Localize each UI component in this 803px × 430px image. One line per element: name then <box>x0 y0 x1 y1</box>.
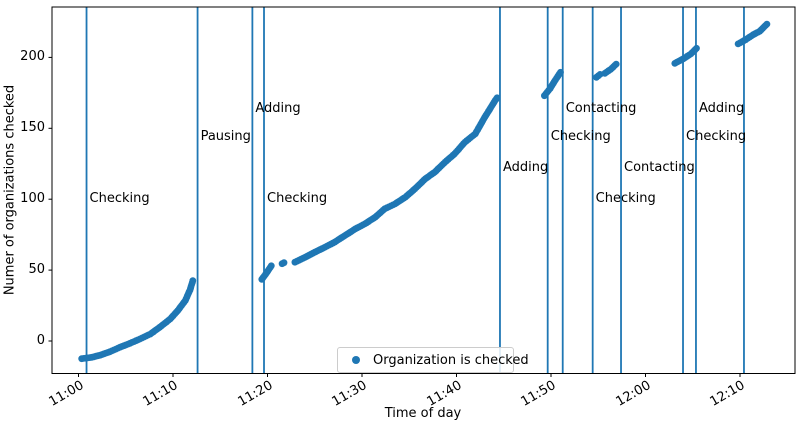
y-tick-label: 100 <box>20 191 45 207</box>
event-label: Contacting <box>565 101 637 117</box>
y-tick-label: 50 <box>28 262 45 278</box>
scatter-point <box>693 44 700 52</box>
legend-label: Organization is checked <box>373 352 529 368</box>
event-label: Checking <box>89 191 150 207</box>
scatter-point <box>763 20 771 28</box>
event-label: Checking <box>595 191 656 207</box>
event-label: Contacting <box>624 160 695 175</box>
event-label: Adding <box>255 101 301 117</box>
legend-marker-icon <box>352 356 360 364</box>
scatter-point <box>612 60 620 68</box>
scatter-point <box>557 68 564 76</box>
scatter-point <box>493 94 501 102</box>
axes-frame <box>51 6 796 374</box>
event-label: Checking <box>550 128 611 144</box>
event-label: Checking <box>267 191 328 207</box>
y-tick-label: 0 <box>36 333 45 348</box>
event-label: Checking <box>686 128 747 144</box>
y-tick-label: 200 <box>20 49 45 65</box>
y-tick-label: 150 <box>20 120 45 136</box>
legend: Organization is checked <box>337 347 529 373</box>
scatter-point <box>280 259 288 267</box>
event-label: Adding <box>698 101 745 117</box>
event-label: Adding <box>502 160 549 175</box>
scatter-point <box>267 262 275 270</box>
x-axis-title: Time of day <box>384 406 462 421</box>
scatter-point <box>189 277 197 285</box>
event-label: Pausing <box>200 128 251 144</box>
